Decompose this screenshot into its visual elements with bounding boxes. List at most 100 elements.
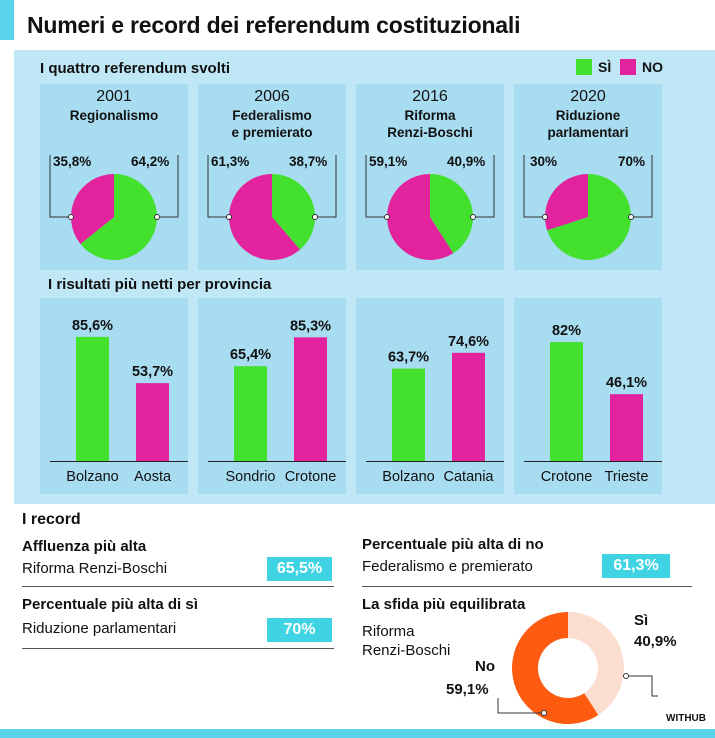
pie-leader-dot [226,214,232,220]
bar-bolzano [392,368,425,461]
bar-aosta [136,383,169,461]
donut-slice-no [512,612,599,724]
pie-leader-dot [384,214,390,220]
bar-bolzano [76,336,109,461]
pie-leader-dot [470,214,476,220]
bar-crotone [550,342,583,461]
credit-logo: WITHUB [666,713,706,724]
pie-leader-dot [542,214,548,220]
pie-label-no: 30% [530,154,558,169]
record-heading-sfida: La sfida più equilibrata [362,596,526,613]
donut-leader-no [497,698,544,714]
pie-title: Riduzione parlamentari [547,108,629,140]
pie-card-2006: 2006 Federalismo e premierato 61,3% 38,7… [198,84,346,270]
record-badge-max-no: 61,3% [602,554,670,578]
pie-chart-2001 [49,155,179,260]
bar-crotone [294,337,327,461]
bar-category-label: Crotone [541,469,593,485]
pie-slice-si [547,174,631,260]
bar-card-1: 85,6% Bolzano 53,7% Aosta [40,298,188,494]
pie-label-si: 64,2% [131,154,170,169]
bar-sondrio [234,366,267,461]
pie-title: Federalismo e premierato [231,108,313,140]
bar-value-label: 85,3% [290,318,331,334]
bar-card-3: 63,7% Bolzano 74,6% Catania [356,298,504,494]
pie-leader-dot [68,214,74,220]
pie-leader-no [207,155,229,218]
bar-chart-1: 85,6% Bolzano 53,7% Aosta [50,318,188,485]
record-divider [22,648,334,649]
pie-title: Riforma Renzi-Boschi [387,108,473,140]
legend-item-no: NO [620,59,663,75]
bar-value-label: 65,4% [230,347,271,363]
pie-label-si: 38,7% [289,154,328,169]
pie-slice-no [545,174,588,231]
pie-card-2020: 2020 Riduzione parlamentari 30% 70% [514,84,662,270]
pie-label-si: 70% [618,154,646,169]
bar-chart-4: 82% Crotone 46,1% Trieste [524,323,662,485]
pie-chart-2006 [207,155,337,260]
bar-card-4: 82% Crotone 46,1% Trieste [514,298,662,494]
legend-label-no: NO [642,59,663,75]
legend-item-si: SÌ [576,59,611,75]
bar-category-label: Catania [444,469,495,485]
donut-leader-si [626,675,658,697]
donut-label-no-name: No [475,658,495,675]
bar-category-label: Sondrio [226,469,276,485]
bar-chart-3: 63,7% Bolzano 74,6% Catania [366,334,504,485]
donut-label-si-name: Sì [634,612,649,629]
pie-slice-no [229,174,301,260]
bar-category-label: Bolzano [66,469,118,485]
pie-card-2001: 2001 Regionalismo 35,8% 64,2% [40,84,188,270]
bar-category-label: Bolzano [382,469,434,485]
bar-value-label: 53,7% [132,364,173,380]
pie-year: 2016 [412,88,448,105]
donut-leader-dot [623,673,629,679]
pie-leader-no [365,155,387,218]
pie-chart-2016 [365,155,495,260]
bar-category-label: Trieste [605,469,649,485]
record-label-affluenza: Riforma Renzi-Boschi [22,560,168,577]
record-divider [22,586,334,587]
pie-label-no: 61,3% [211,154,250,169]
record-heading-affluenza: Affluenza più alta [22,538,147,555]
pie-label-no: 35,8% [53,154,92,169]
pie-year: 2001 [96,88,132,105]
bar-chart-2: 65,4% Sondrio 85,3% Crotone [208,318,346,485]
bar-value-label: 63,7% [388,350,429,366]
pie-slice-si [80,174,157,260]
donut-slice-si [568,612,624,716]
record-heading-max-no: Percentuale più alta di no [362,536,544,553]
title-accent-bar [0,0,14,40]
record-divider [362,586,692,587]
bar-category-label: Crotone [285,469,337,485]
pie-leader-dot [312,214,318,220]
pie-slice-si [430,174,473,254]
section-title-referendum: I quattro referendum svolti [40,60,231,77]
pie-leader-si [631,155,653,218]
pie-leader-si [315,155,337,218]
bar-value-label: 85,6% [72,318,113,334]
donut-chart-sfida [497,612,658,724]
bar-category-label: Aosta [134,469,172,485]
bar-value-label: 46,1% [606,375,647,391]
legend-swatch-si [576,59,592,75]
pie-leader-dot [628,214,634,220]
pie-title: Regionalismo [69,108,159,123]
pie-leader-si [473,155,495,218]
pie-year: 2006 [254,88,290,105]
pie-leader-si [157,155,179,218]
bar-trieste [610,394,643,461]
donut-leader-dot [541,710,547,716]
donut-label-si-value: 40,9% [634,633,677,650]
bar-catania [452,352,485,461]
pie-chart-2020 [523,155,653,260]
record-heading-max-si: Percentuale più alta di sì [22,596,198,613]
bar-value-label: 74,6% [448,334,489,350]
record-badge-max-si: 70% [267,618,332,642]
bar-value-label: 82% [552,323,581,339]
pie-leader-no [49,155,71,218]
record-label-max-no: Federalismo e premierato [362,558,533,575]
pie-label-si: 40,9% [447,154,486,169]
legend-swatch-no [620,59,636,75]
